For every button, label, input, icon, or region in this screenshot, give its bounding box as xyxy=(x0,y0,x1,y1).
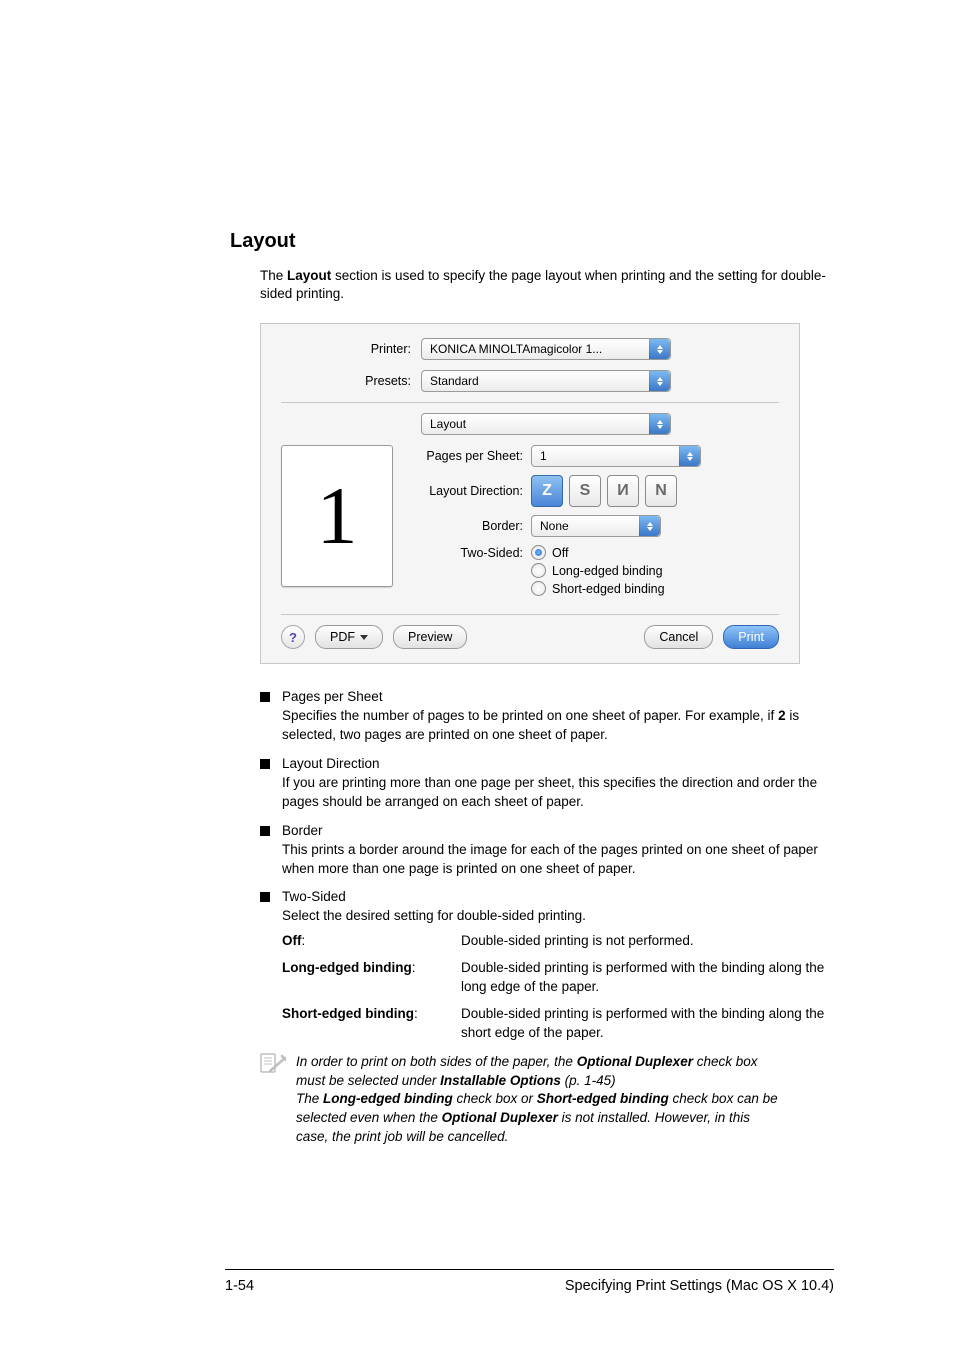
bullet-two-sided: Two-Sided Select the desired setting for… xyxy=(260,888,834,1042)
page-number: 1-54 xyxy=(225,1278,254,1294)
select-nub-icon xyxy=(649,371,670,391)
radio-short-label: Short-edged binding xyxy=(552,582,665,596)
cancel-button[interactable]: Cancel xyxy=(644,625,713,649)
bullet-pages-per-sheet: Pages per Sheet Specifies the number of … xyxy=(260,688,834,745)
note: In order to print on both sides of the p… xyxy=(260,1053,834,1147)
layout-direction-label: Layout Direction: xyxy=(415,484,531,498)
print-button[interactable]: Print xyxy=(723,625,779,649)
bullet-title: Border xyxy=(282,822,834,841)
layout-preview: 1 xyxy=(281,445,393,587)
intro-text: The xyxy=(260,268,287,283)
bullet-title: Pages per Sheet xyxy=(282,688,834,707)
radio-icon xyxy=(531,545,546,560)
bullet-body: If you are printing more than one page p… xyxy=(282,775,817,809)
bullet-title: Two-Sided xyxy=(282,888,834,907)
pages-per-sheet-label: Pages per Sheet: xyxy=(415,449,531,463)
border-label: Border: xyxy=(415,519,531,533)
intro-paragraph: The Layout section is used to specify th… xyxy=(260,267,834,303)
border-select[interactable]: None xyxy=(531,515,661,537)
layout-direction-1[interactable]: Z xyxy=(531,475,563,507)
radio-long-label: Long-edged binding xyxy=(552,564,663,578)
radio-icon xyxy=(531,581,546,596)
pps-value: 1 xyxy=(540,449,547,463)
bullet-icon xyxy=(260,892,270,902)
pages-per-sheet-select[interactable]: 1 xyxy=(531,445,701,467)
def-short-desc: Double-sided printing is performed with … xyxy=(461,1005,834,1043)
two-sided-radio-group: Off Long-edged binding Short-edged bindi… xyxy=(531,545,665,596)
bullet-icon xyxy=(260,826,270,836)
def-long-label: Long-edged binding: xyxy=(282,959,457,997)
bullet-body: Specifies the number of pages to be prin… xyxy=(282,708,799,742)
two-sided-label: Two-Sided: xyxy=(415,545,531,560)
note-icon xyxy=(260,1053,286,1147)
bullet-border: Border This prints a border around the i… xyxy=(260,822,834,879)
bullet-icon xyxy=(260,759,270,769)
select-nub-icon xyxy=(679,446,700,466)
bullet-title: Layout Direction xyxy=(282,755,834,774)
select-nub-icon xyxy=(639,516,660,536)
border-value: None xyxy=(540,519,569,533)
bullet-icon xyxy=(260,692,270,702)
layout-direction-3[interactable]: И xyxy=(607,475,639,507)
radio-off-label: Off xyxy=(552,546,568,560)
bullet-body: Select the desired setting for double-si… xyxy=(282,908,586,923)
presets-select[interactable]: Standard xyxy=(421,370,671,392)
def-short-label: Short-edged binding: xyxy=(282,1005,457,1043)
printer-value: KONICA MINOLTAmagicolor 1... xyxy=(430,342,602,356)
chevron-down-icon xyxy=(360,635,368,640)
bullet-body: This prints a border around the image fo… xyxy=(282,842,818,876)
radio-long[interactable]: Long-edged binding xyxy=(531,563,665,578)
section-select[interactable]: Layout xyxy=(421,413,671,435)
bullet-layout-direction: Layout Direction If you are printing mor… xyxy=(260,755,834,812)
pdf-label: PDF xyxy=(330,630,355,644)
radio-off[interactable]: Off xyxy=(531,545,665,560)
def-off-label: Off: xyxy=(282,932,457,951)
select-nub-icon xyxy=(649,339,670,359)
intro-text-2: section is used to specify the page layo… xyxy=(260,268,826,301)
select-nub-icon xyxy=(649,414,670,434)
printer-select[interactable]: KONICA MINOLTAmagicolor 1... xyxy=(421,338,671,360)
divider xyxy=(281,402,779,403)
note-text: In order to print on both sides of the p… xyxy=(296,1053,782,1147)
radio-icon xyxy=(531,563,546,578)
section-heading: Layout xyxy=(230,230,834,253)
intro-bold: Layout xyxy=(287,268,331,283)
definition-table: Off: Double-sided printing is not perfor… xyxy=(282,932,834,1042)
page-footer: 1-54 Specifying Print Settings (Mac OS X… xyxy=(225,1269,834,1294)
footer-title: Specifying Print Settings (Mac OS X 10.4… xyxy=(565,1278,834,1294)
layout-direction-4[interactable]: N xyxy=(645,475,677,507)
preview-glyph: 1 xyxy=(317,469,358,563)
section-value: Layout xyxy=(430,417,466,431)
presets-value: Standard xyxy=(430,374,479,388)
def-long-desc: Double-sided printing is performed with … xyxy=(461,959,834,997)
help-button[interactable]: ? xyxy=(281,625,305,649)
printer-label: Printer: xyxy=(281,342,421,356)
pdf-button[interactable]: PDF xyxy=(315,625,383,649)
presets-label: Presets: xyxy=(281,374,421,388)
preview-button[interactable]: Preview xyxy=(393,625,467,649)
print-dialog: Printer: KONICA MINOLTAmagicolor 1... Pr… xyxy=(260,323,800,664)
radio-short[interactable]: Short-edged binding xyxy=(531,581,665,596)
def-off-desc: Double-sided printing is not performed. xyxy=(461,932,834,951)
layout-direction-2[interactable]: S xyxy=(569,475,601,507)
bullet-list: Pages per Sheet Specifies the number of … xyxy=(260,688,834,1042)
